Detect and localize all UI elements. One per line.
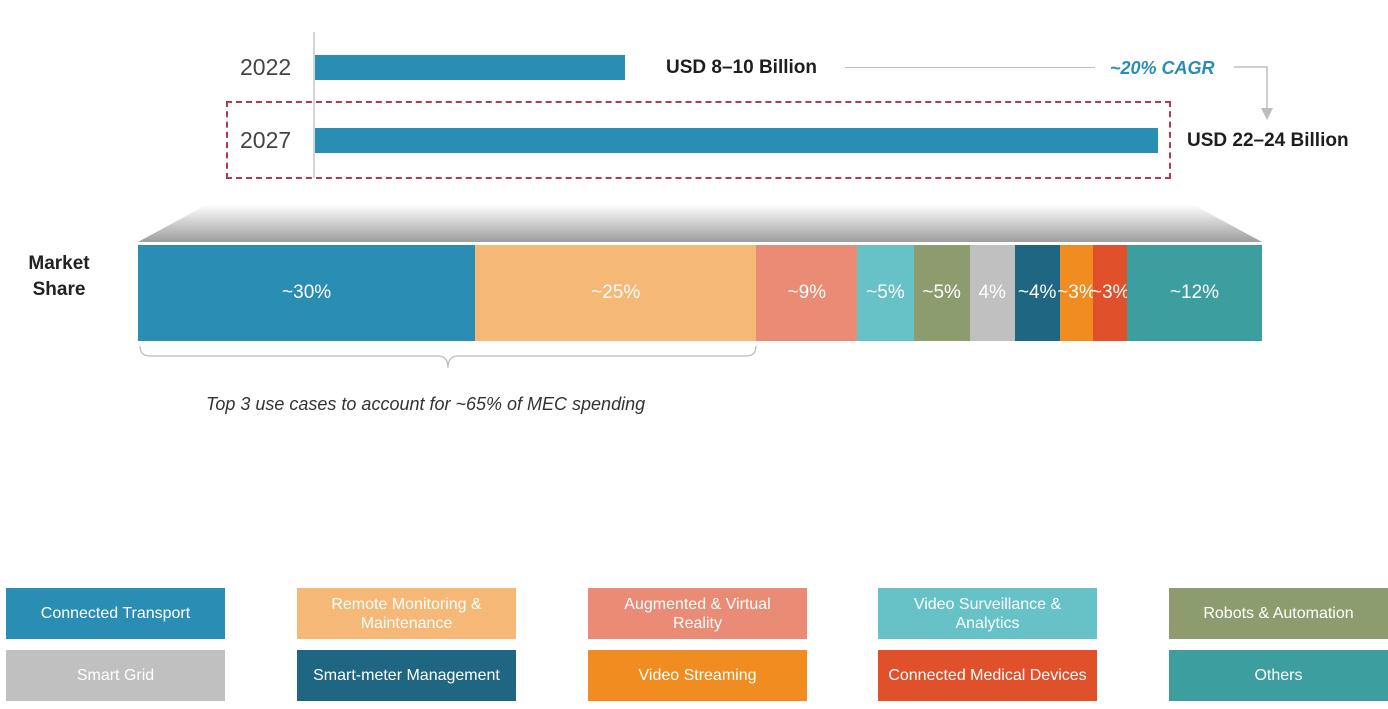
segment-connected-transport: ~30% xyxy=(138,245,475,341)
segment-label: ~30% xyxy=(282,282,331,304)
legend-item-video-streaming: Video Streaming xyxy=(588,650,807,701)
segment-smart-meter-management: ~4% xyxy=(1015,245,1060,341)
cagr-connector-line xyxy=(845,67,1095,68)
segment-augmented-virtual-reality: ~9% xyxy=(756,245,857,341)
segment-robots-automation: ~5% xyxy=(914,245,970,341)
market-share-stacked-bar: ~30% ~25% ~9% ~5% ~5% 4% ~4% ~3% ~3% ~12% xyxy=(138,245,1262,341)
cagr-label: ~20% CAGR xyxy=(1110,58,1215,79)
legend-item-connected-transport: Connected Transport xyxy=(6,588,225,639)
segment-others: ~12% xyxy=(1127,245,1262,341)
zoom-connector-shade xyxy=(138,204,1262,246)
segment-label: ~3% xyxy=(1091,282,1130,304)
year-label-2027: 2027 xyxy=(240,127,291,154)
cagr-arrow xyxy=(1234,60,1278,124)
bar-value-label-2027: USD 22–24 Billion xyxy=(1187,130,1349,152)
bar-value-label-2022: USD 8–10 Billion xyxy=(666,57,817,79)
legend-item-others: Others xyxy=(1169,650,1388,701)
segment-smart-grid: 4% xyxy=(970,245,1015,341)
segment-video-surveillance-analytics: ~5% xyxy=(857,245,913,341)
segment-label: 4% xyxy=(978,282,1005,304)
segment-label: ~12% xyxy=(1170,282,1219,304)
segment-label: ~5% xyxy=(866,282,905,304)
legend-item-connected-medical-devices: Connected Medical Devices xyxy=(878,650,1097,701)
segment-connected-medical-devices: ~3% xyxy=(1093,245,1127,341)
segment-label: ~4% xyxy=(1018,282,1057,304)
bar-2027 xyxy=(315,128,1158,153)
year-label-2022: 2022 xyxy=(240,54,291,81)
segment-remote-monitoring-maintenance: ~25% xyxy=(475,245,756,341)
top3-brace xyxy=(138,344,760,384)
segment-label: ~5% xyxy=(922,282,961,304)
legend-item-robots-automation: Robots & Automation xyxy=(1169,588,1388,639)
top3-annotation: Top 3 use cases to account for ~65% of M… xyxy=(206,394,645,415)
legend-item-augmented-virtual-reality: Augmented & Virtual Reality xyxy=(588,588,807,639)
legend-item-smart-meter-management: Smart-meter Management xyxy=(297,650,516,701)
bar-2022 xyxy=(315,55,625,80)
legend-item-video-surveillance-analytics: Video Surveillance & Analytics xyxy=(878,588,1097,639)
segment-label: ~9% xyxy=(787,282,826,304)
legend-item-smart-grid: Smart Grid xyxy=(6,650,225,701)
segment-label: ~25% xyxy=(591,282,640,304)
market-share-label: Market Share xyxy=(14,251,104,303)
segment-video-streaming: ~3% xyxy=(1060,245,1094,341)
legend-item-remote-monitoring-maintenance: Remote Monitoring & Maintenance xyxy=(297,588,516,639)
